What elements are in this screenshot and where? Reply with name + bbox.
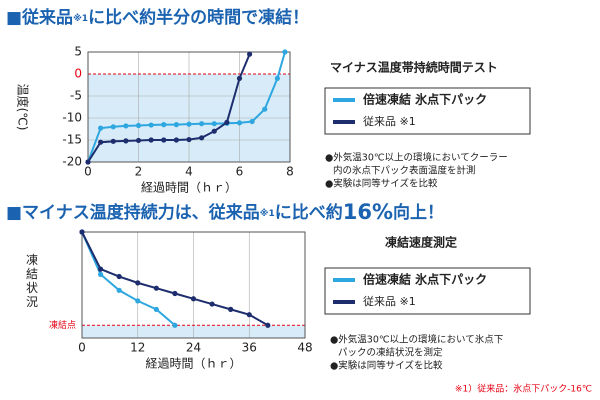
point — [172, 322, 178, 328]
x-tick-label: 48 — [297, 341, 312, 355]
point — [186, 136, 192, 143]
headline-part: 向上！ — [393, 202, 444, 223]
point — [199, 121, 205, 127]
point — [153, 306, 159, 312]
point — [262, 106, 268, 112]
point — [211, 128, 217, 134]
point — [228, 306, 234, 312]
x-tick-label: 36 — [242, 341, 257, 355]
y-axis-label: 凍結状況 — [26, 253, 38, 309]
reference-label: 凍結点 — [49, 319, 76, 331]
y-axis-label: 温度(℃) — [16, 84, 31, 131]
point — [209, 301, 215, 307]
point — [173, 137, 179, 143]
legend-box — [324, 87, 531, 135]
chart-title: 凍結速度測定 — [385, 235, 457, 250]
point — [211, 121, 217, 127]
legend-label: 従来品 ※1 — [363, 115, 416, 128]
legend-box — [324, 267, 531, 315]
x-tick-label: 0 — [84, 165, 92, 179]
y-tick-label: 5 — [74, 45, 82, 59]
point — [246, 312, 252, 318]
point — [135, 298, 141, 304]
note: パックの凍結状況を測定 — [338, 347, 443, 359]
y-tick-label: -5 — [70, 89, 82, 103]
x-tick-label: 24 — [186, 341, 201, 355]
point — [282, 49, 288, 55]
y-tick-label: -15 — [62, 133, 82, 147]
chart-title: マイナス温度帯持続時間テスト — [330, 60, 498, 75]
point — [265, 322, 271, 328]
headline-part: ■マイナス温度持続力は、従来品 — [6, 202, 260, 223]
x-tick-label: 4 — [185, 165, 193, 179]
point — [85, 159, 91, 165]
point — [97, 271, 104, 277]
plot-frame — [87, 51, 291, 163]
headline-part: ※1 — [260, 208, 275, 219]
x-tick-label: 0 — [78, 341, 86, 355]
x-tick-label: 2 — [135, 165, 143, 179]
point — [123, 123, 129, 129]
x-axis-label: 経過時間（ｈｒ） — [141, 181, 237, 195]
y-tick-label: -10 — [62, 111, 82, 125]
note: ●外気温30℃以上の環境において氷点下 — [330, 334, 503, 346]
headline: ■マイナス温度持続力は、従来品※1に比べ約16%向上！ — [6, 200, 444, 224]
plot-frame — [81, 231, 306, 339]
point — [135, 137, 142, 144]
headline: ■従来品※1に比べ約半分の時間で凍結！ — [6, 7, 309, 28]
point — [123, 138, 129, 144]
series-line — [81, 231, 176, 327]
headline-part: ※1 — [73, 13, 88, 24]
point — [98, 125, 104, 131]
point — [190, 296, 197, 302]
legend-label: 倍速凍結 氷点下パック — [363, 92, 487, 107]
headline-part: に比べ約 — [275, 202, 343, 223]
point — [161, 122, 167, 128]
x-tick-label: 12 — [130, 341, 145, 355]
point — [172, 290, 178, 297]
point — [224, 119, 230, 125]
x-axis-label: 経過時間（ｈｒ） — [145, 357, 241, 371]
note: ●実験は同等サイズを比較 — [330, 360, 443, 372]
legend-label: 倍速凍結 氷点下パック — [363, 272, 487, 287]
reference-label: 0 — [74, 67, 82, 81]
point — [186, 121, 192, 127]
point — [116, 273, 122, 280]
point — [148, 137, 154, 143]
y-tick-label: -20 — [62, 155, 82, 169]
point — [135, 122, 142, 129]
point — [79, 229, 85, 235]
note: ●外気温30℃以上の環境においてクーラー — [325, 152, 508, 164]
point — [274, 75, 280, 81]
point — [161, 137, 167, 143]
point — [236, 120, 243, 126]
legend-label: 従来品 ※1 — [363, 295, 416, 308]
point — [97, 266, 104, 272]
point — [247, 51, 253, 57]
x-tick-label: 6 — [236, 165, 244, 179]
headline-part: 16% — [343, 200, 393, 224]
point — [249, 118, 255, 125]
point — [199, 135, 205, 141]
note: 内の氷点下パック表面温度を計測 — [333, 165, 476, 177]
point — [116, 287, 122, 293]
point — [135, 280, 141, 286]
headline-part: ■従来品 — [6, 7, 73, 28]
point — [110, 124, 116, 130]
note: ●実験は同等サイズを比較 — [325, 178, 438, 190]
point — [110, 138, 116, 144]
point — [148, 122, 154, 128]
point — [153, 285, 159, 291]
point — [98, 139, 104, 145]
footnote: ※1）従来品：氷点下パック-16℃ — [455, 383, 592, 395]
headline-part: に比べ約半分の時間で凍結！ — [88, 7, 309, 28]
point — [173, 122, 179, 128]
point — [236, 75, 243, 81]
x-tick-label: 8 — [286, 165, 294, 179]
